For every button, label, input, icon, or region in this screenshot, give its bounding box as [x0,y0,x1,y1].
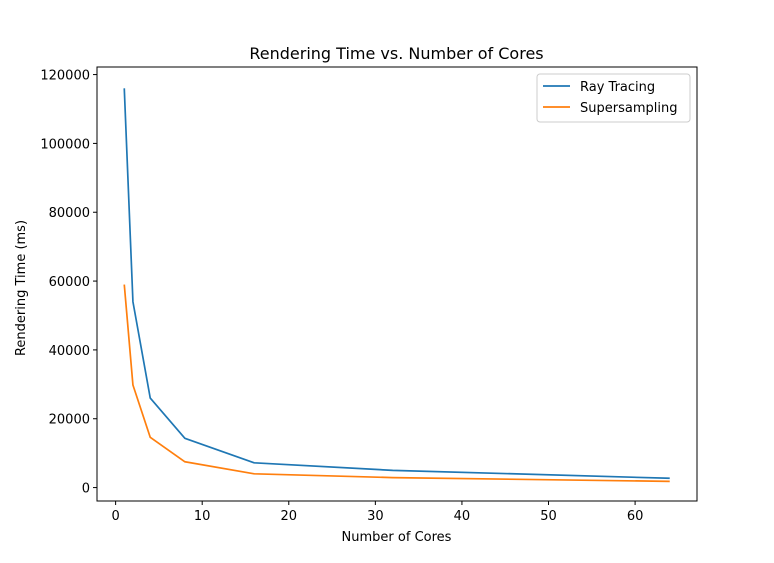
x-tick-label: 10 [194,509,211,524]
x-tick-label: 30 [367,509,384,524]
x-tick-label: 40 [454,509,471,524]
legend: Ray Tracing Supersampling [536,73,691,123]
x-tick-label: 60 [627,509,644,524]
x-axis-ticks: 0 10 20 30 40 50 60 [111,501,643,524]
series-line-supersampling [123,284,670,483]
legend-box [536,73,691,123]
plot-frame [96,66,698,502]
x-axis-title: Number of Cores [342,530,452,545]
x-tick-label: 0 [111,509,119,524]
y-tick-label: 60000 [49,275,90,290]
plot-area [96,66,698,502]
y-tick-label: 120000 [40,69,90,84]
x-tick-label: 20 [281,509,298,524]
y-tick-label: 0 [82,482,90,497]
y-tick-label: 40000 [49,344,90,359]
y-axis-ticks: 0 20000 40000 60000 80000 100000 120000 [40,69,97,497]
legend-label: Supersampling [580,101,677,116]
y-tick-label: 100000 [40,137,90,152]
chart-title: Rendering Time vs. Number of Cores [249,44,543,63]
legend-label: Ray Tracing [580,80,655,95]
series-lines [123,88,670,483]
y-tick-label: 20000 [49,413,90,428]
y-axis-title: Rendering Time (ms) [14,220,29,356]
series-line-ray-tracing [123,88,670,480]
y-tick-label: 80000 [49,206,90,221]
x-tick-label: 50 [540,509,557,524]
